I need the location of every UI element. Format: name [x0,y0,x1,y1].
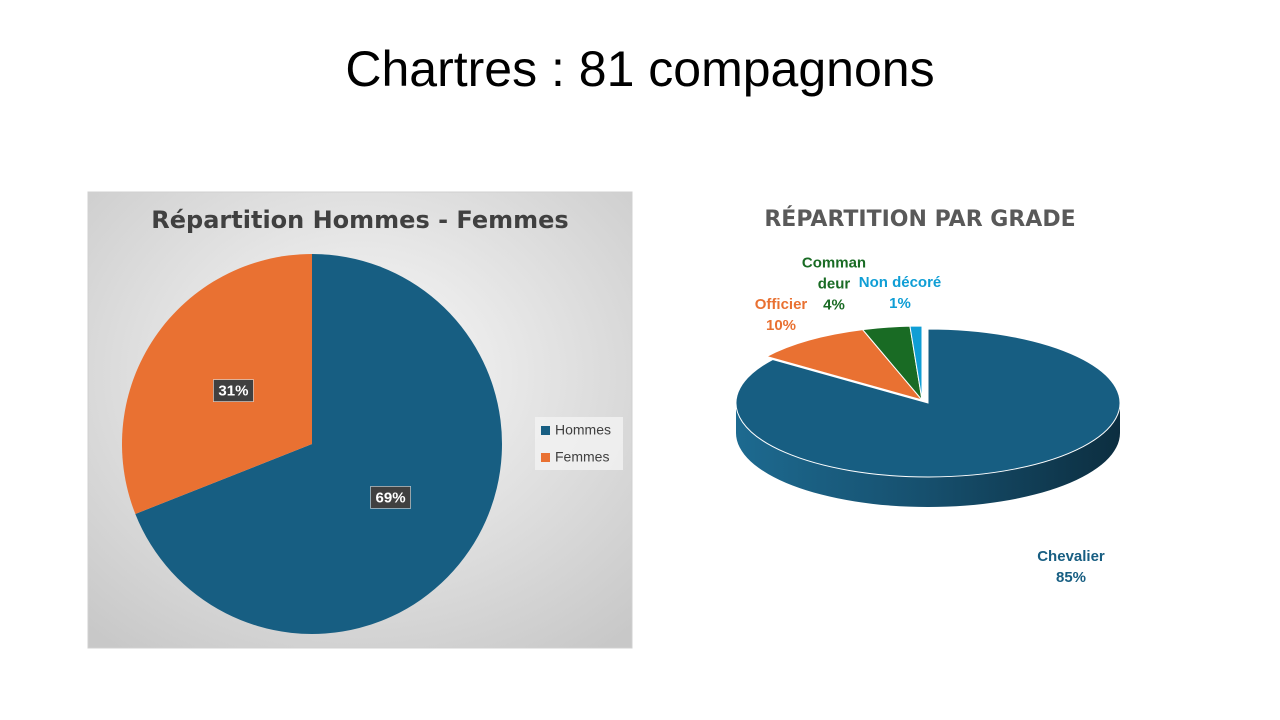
pie-slice [909,325,923,401]
chart-title: RÉPARTITION PAR GRADE [764,206,1075,232]
data-label-text: Officier [754,296,808,313]
slide-title: Chartres : 81 compagnons [345,41,934,97]
data-label: Non décoré 1% [859,272,942,314]
data-label-text: 85% [1055,569,1087,586]
data-label: 31% [218,383,248,400]
chart-title: Répartition Hommes - Femmes [151,206,568,234]
data-label: Chevalier 85% [1037,546,1105,588]
pie-slice [765,329,924,401]
pie-slice [735,328,1121,478]
data-label: Officier 10% [755,294,808,336]
legend-label: Hommes [555,422,611,438]
data-label-text: 1% [889,295,911,312]
pie-slice [135,254,502,635]
data-label-text: Commandeur [801,254,867,293]
data-label-box [370,486,411,509]
data-label-box [213,379,254,402]
data-label-text: Non décoré [858,274,942,291]
legend-swatch [541,426,550,435]
legend-label: Femmes [555,449,609,465]
data-label: 69% [376,489,406,506]
data-label: Commandeur 4% [798,253,870,316]
data-label-text: 10% [765,317,797,334]
pie-slice-side [736,403,1120,507]
data-label-text: Chevalier [1037,548,1105,565]
data-label-text: 4% [823,296,845,314]
legend-swatch [541,453,550,462]
